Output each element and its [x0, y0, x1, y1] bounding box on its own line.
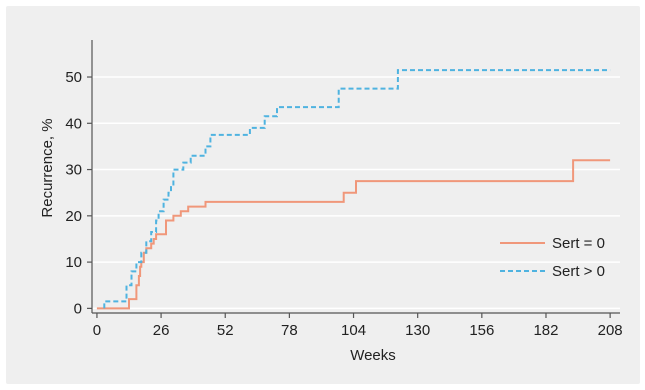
y-tick-label-50: 50	[65, 69, 82, 86]
x-tick-label-156: 156	[469, 322, 494, 339]
legend-label-sert-gt-0: Sert > 0	[552, 263, 605, 280]
x-axis-label: Weeks	[350, 347, 396, 364]
x-tick-label-130: 130	[405, 322, 430, 339]
legend-label-sert-0: Sert = 0	[552, 235, 605, 252]
chart-background	[6, 6, 640, 384]
x-tick-label-78: 78	[281, 322, 298, 339]
y-tick-label-30: 30	[65, 162, 82, 179]
y-tick-label-20: 20	[65, 208, 82, 225]
x-tick-label-26: 26	[153, 322, 170, 339]
y-tick-label-10: 10	[65, 254, 82, 271]
x-tick-label-104: 104	[341, 322, 366, 339]
x-tick-label-208: 208	[598, 322, 623, 339]
x-tick-label-52: 52	[217, 322, 234, 339]
y-axis-label: Recurrence, %	[39, 118, 56, 217]
legend: Sert = 0 Sert > 0	[500, 235, 605, 280]
x-tick-label-0: 0	[93, 322, 101, 339]
series-line-sert-gt-0	[103, 69, 611, 309]
y-ticks: 0 10 20 30 40 50	[65, 69, 92, 317]
y-tick-label-40: 40	[65, 115, 82, 132]
series-layer	[96, 69, 611, 310]
y-tick-label-0: 0	[74, 300, 82, 317]
x-ticks: 0 26 52 78 104 130 156 182 208	[93, 313, 623, 339]
x-tick-label-182: 182	[533, 322, 558, 339]
series-line-sert-0	[96, 159, 611, 310]
